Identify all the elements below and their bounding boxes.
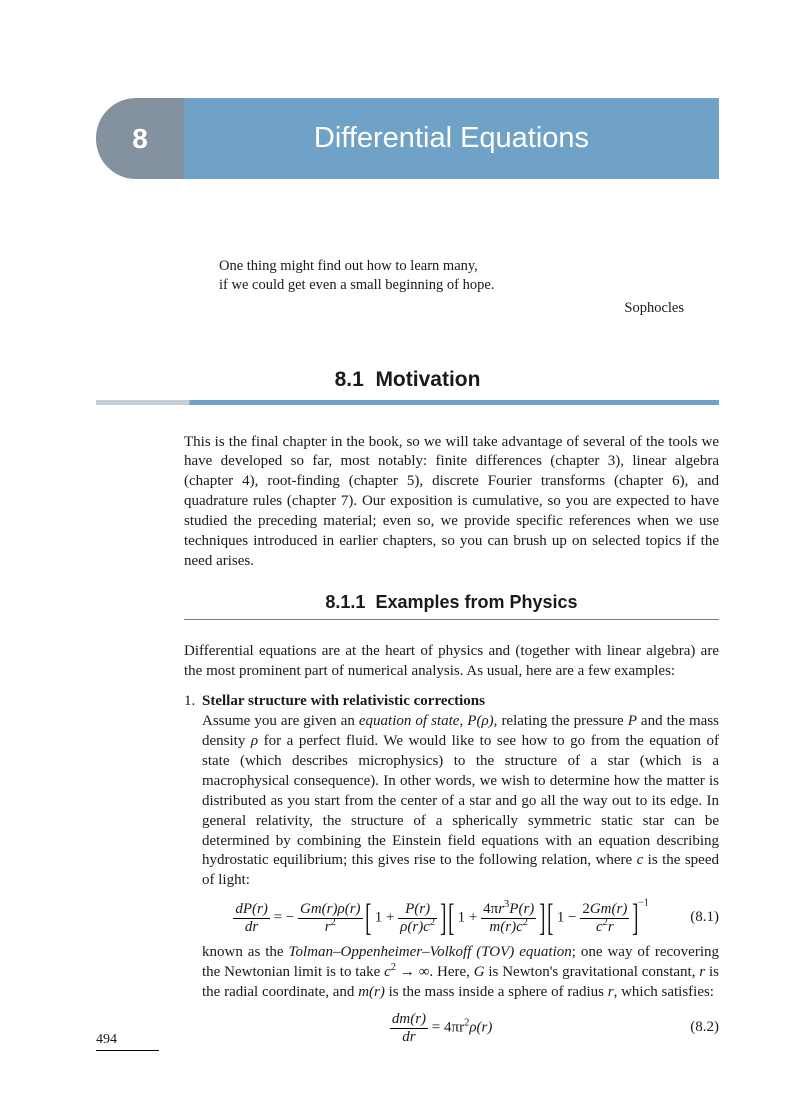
text: known as the xyxy=(202,944,289,960)
c: c xyxy=(596,919,603,935)
frac-dP-dr: dP(r) dr xyxy=(233,901,270,935)
chapter-title: Differential Equations xyxy=(314,122,589,155)
frac-2Gm-c2r: 22Gm(r)Gm(r) c2r xyxy=(580,901,629,935)
section-heading: 8.1 Motivation xyxy=(96,368,719,392)
num: dP(r) xyxy=(233,901,270,919)
den: ρ(r)c2 xyxy=(398,919,437,936)
section-number: 8.1 xyxy=(335,368,364,391)
rbracket-icon: ] xyxy=(539,899,545,937)
frac-Gmrho-r2: Gm(r)ρ(r) r2 xyxy=(298,901,363,935)
num: 4πr3P(r) xyxy=(481,901,536,919)
eq-of-state: equation of state xyxy=(359,713,460,729)
one-plus: 1 + xyxy=(375,910,398,926)
one-plus: 1 + xyxy=(458,910,481,926)
equation-content: dm(r) dr = 4πr2ρ(r) xyxy=(202,1011,680,1045)
equation-content: dP(r) dr = − Gm(r)ρ(r) r2 [ 1 + P(r) ρ(r… xyxy=(202,899,680,937)
rhs-b: ρ(r) xyxy=(469,1020,492,1036)
Pr: P(r) xyxy=(509,901,534,917)
mrc: m(r)c xyxy=(489,919,522,935)
den: c2r xyxy=(580,919,629,936)
subsection-title: Examples from Physics xyxy=(375,592,577,612)
page: 8 Differential Equations One thing might… xyxy=(0,0,801,1111)
one-minus: 1 − xyxy=(557,910,580,926)
frac-P-rhoc2: P(r) ρ(r)c2 xyxy=(398,901,437,935)
text: is Newton's gravitational constant, xyxy=(485,964,700,980)
rbracket-icon: ] xyxy=(632,899,638,937)
subsection-rule xyxy=(184,619,719,620)
text: . Here, xyxy=(429,964,473,980)
text: for a perfect fluid. We would like to se… xyxy=(202,733,719,869)
epigraph-attribution: Sophocles xyxy=(219,299,719,318)
var-rho: ρ xyxy=(251,733,258,749)
epigraph-line2: if we could get even a small beginning o… xyxy=(219,276,719,295)
epigraph-line1: One thing might find out how to learn ma… xyxy=(219,257,719,276)
chapter-number: 8 xyxy=(132,123,148,155)
den: dr xyxy=(233,919,270,936)
p-rho: P(ρ) xyxy=(467,713,493,729)
chapter-number-box: 8 xyxy=(96,98,184,179)
lbracket-icon: [ xyxy=(365,899,371,937)
section-rule xyxy=(96,400,719,405)
subsection-heading: 8.1.1 Examples from Physics xyxy=(184,592,719,613)
intro-paragraph-block: This is the final chapter in the book, s… xyxy=(184,433,719,573)
intro-paragraph: This is the final chapter in the book, s… xyxy=(184,433,719,573)
subsection-intro: Differential equations are at the heart … xyxy=(184,642,719,682)
tov-name: Tolman–Oppenheimer–Volkoff (TOV) equatio… xyxy=(289,944,572,960)
r: r xyxy=(608,919,614,935)
equation-8-1: dP(r) dr = − Gm(r)ρ(r) r2 [ 1 + P(r) ρ(r… xyxy=(202,899,719,937)
section-title: Motivation xyxy=(375,368,480,391)
den: r2 xyxy=(298,919,363,936)
equation-number: (8.1) xyxy=(680,908,719,928)
equation-8-2: dm(r) dr = 4πr2ρ(r) (8.2) xyxy=(202,1011,719,1045)
frac-4pir3P-mc2: 4πr3P(r) m(r)c2 xyxy=(481,901,536,935)
exp: −1 xyxy=(638,898,649,909)
var-P: P xyxy=(628,713,637,729)
text: is the mass inside a sphere of radius xyxy=(385,984,608,1000)
subsection-intro-block: Differential equations are at the heart … xyxy=(184,642,719,682)
den: dr xyxy=(390,1029,428,1046)
example-title: Stellar structure with relativistic corr… xyxy=(202,693,485,709)
var-G: G xyxy=(474,964,485,980)
eq-sign: = − xyxy=(274,910,295,926)
lbracket-icon: [ xyxy=(448,899,454,937)
rhs-a: = 4πr xyxy=(432,1020,464,1036)
examples-list: Stellar structure with relativistic corr… xyxy=(184,692,719,1045)
lbracket-icon: [ xyxy=(548,899,554,937)
text: , which satisfies: xyxy=(614,984,714,1000)
text: Assume you are given an xyxy=(202,713,359,729)
frac-dm-dr: dm(r) dr xyxy=(390,1011,428,1045)
chapter-header: 8 Differential Equations xyxy=(96,98,719,179)
subsection-number: 8.1.1 xyxy=(325,592,365,612)
example-item-1: Stellar structure with relativistic corr… xyxy=(184,692,719,1045)
rhoc: ρ(r)c xyxy=(400,919,430,935)
num: dm(r) xyxy=(390,1011,428,1029)
rbracket-icon: ] xyxy=(440,899,446,937)
epigraph: One thing might find out how to learn ma… xyxy=(219,257,719,318)
text: , relating the pressure xyxy=(494,713,628,729)
equation-number: (8.2) xyxy=(680,1018,719,1038)
chapter-title-box: Differential Equations xyxy=(184,98,719,179)
var-c2: c xyxy=(384,964,391,980)
den: m(r)c2 xyxy=(481,919,536,936)
var-mr: m(r) xyxy=(358,984,385,1000)
